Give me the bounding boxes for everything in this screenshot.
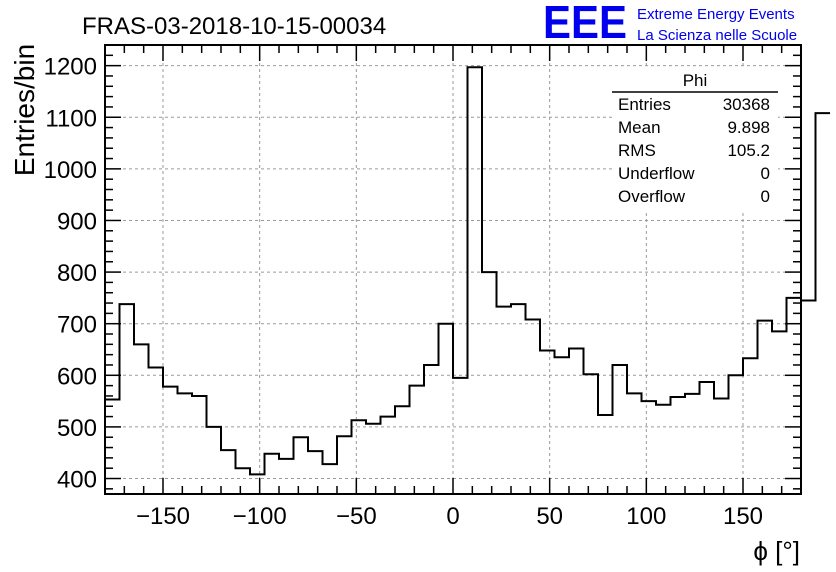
x-tick-label: −50: [336, 503, 377, 530]
histogram-bin: [613, 365, 628, 494]
histogram-bin: [555, 357, 570, 494]
histogram-bin: [671, 397, 686, 494]
stats-value-overflow: 0: [761, 187, 770, 206]
histogram-bin: [395, 406, 410, 494]
y-tick-label: 900: [57, 208, 97, 235]
histogram-bin: [700, 382, 715, 494]
histogram-bin: [729, 375, 744, 494]
stats-label-mean: Mean: [618, 118, 661, 137]
histogram-bin: [743, 358, 758, 494]
histogram-bin: [526, 320, 541, 494]
y-tick-label: 400: [57, 467, 97, 494]
histogram-bin: [163, 387, 178, 494]
histogram-bin: [120, 304, 135, 494]
histogram-bin: [294, 437, 309, 494]
histogram-bin: [178, 393, 193, 494]
stats-label-overflow: Overflow: [618, 187, 686, 206]
x-tick-label: 0: [446, 503, 459, 530]
histogram-bin: [279, 459, 294, 494]
histogram-bin: [685, 394, 700, 494]
x-tick-label: 150: [723, 503, 763, 530]
histogram-bin: [366, 424, 381, 494]
histogram-bin: [453, 378, 468, 494]
histogram-bin: [308, 451, 323, 494]
stats-label-rms: RMS: [618, 141, 656, 160]
histogram-series: [105, 66, 831, 494]
histogram-bin: [236, 468, 251, 494]
y-tick-label: 1000: [44, 157, 97, 184]
histogram-bin: [265, 454, 280, 494]
histogram-bin: [497, 307, 512, 494]
histogram-line: [105, 66, 830, 476]
x-tick-label: 100: [626, 503, 666, 530]
histogram-bin: [468, 67, 483, 494]
stats-label-underflow: Underflow: [618, 164, 695, 183]
histogram-bin: [149, 368, 164, 494]
histogram-bin: [511, 304, 526, 494]
histogram-bin: [482, 272, 497, 494]
tick-labels: −150 −100 −50 0 50 100 150 400 500 600 700 800 900 10…: [44, 54, 763, 530]
y-tick-label: 1100: [45, 105, 97, 132]
stats-value-entries: 30368: [723, 95, 770, 114]
x-axis-label: ϕ [°]: [753, 536, 800, 566]
y-tick-label: 500: [57, 415, 97, 442]
histogram-bin: [381, 417, 396, 494]
histogram-bin: [584, 374, 599, 494]
chart-title: FRAS-03-2018-10-15-00034: [82, 13, 386, 40]
y-tick-label: 1200: [44, 54, 97, 81]
eee-logo: EEE Extreme Energy Events La Scienza nel…: [543, 0, 797, 48]
histogram-bin: [816, 113, 831, 494]
histogram-bin: [758, 321, 773, 494]
x-tick-label: 50: [536, 503, 563, 530]
histogram-bin: [221, 450, 236, 494]
histogram-bin: [656, 405, 671, 494]
axis-ticks: [104, 44, 802, 494]
x-tick-label: −100: [233, 503, 287, 530]
histogram-bin: [352, 420, 367, 494]
histogram-bin: [410, 386, 425, 494]
histogram-bin: [772, 331, 787, 494]
histogram-bin: [642, 401, 657, 494]
histogram-bin: [598, 415, 613, 494]
x-tick-label: −150: [136, 503, 190, 530]
histogram-bin: [424, 365, 439, 494]
histogram-bin: [207, 427, 222, 494]
y-tick-label: 800: [57, 260, 97, 287]
histogram-bin: [192, 396, 207, 494]
y-axis-label: Entries/bin: [9, 44, 40, 176]
stats-title: Phi: [683, 71, 708, 90]
histogram-bin: [337, 436, 352, 494]
logo-line-1: Extreme Energy Events: [637, 6, 795, 23]
histogram-bin: [439, 324, 454, 494]
histogram-bin: [540, 351, 555, 494]
stats-value-rms: 105.2: [727, 141, 770, 160]
eee-logo-mark: EEE: [543, 0, 627, 48]
y-tick-label: 600: [57, 363, 97, 390]
histogram-bin: [714, 399, 729, 494]
histogram-bin: [250, 474, 265, 494]
histogram-bin: [323, 464, 338, 494]
stats-label-entries: Entries: [618, 95, 671, 114]
y-tick-label: 700: [57, 312, 97, 339]
logo-line-2: La Scienza nelle Scuole: [637, 27, 797, 44]
histogram-bin: [105, 400, 120, 494]
histogram-bin: [569, 348, 584, 494]
histogram-bin: [134, 344, 149, 494]
stats-value-mean: 9.898: [727, 118, 770, 137]
stats-box: Phi Entries 30368 Mean 9.898 RMS 105.2 U…: [612, 68, 778, 210]
stats-value-underflow: 0: [761, 164, 770, 183]
histogram-bin: [627, 393, 642, 494]
histogram-bin: [801, 300, 816, 494]
